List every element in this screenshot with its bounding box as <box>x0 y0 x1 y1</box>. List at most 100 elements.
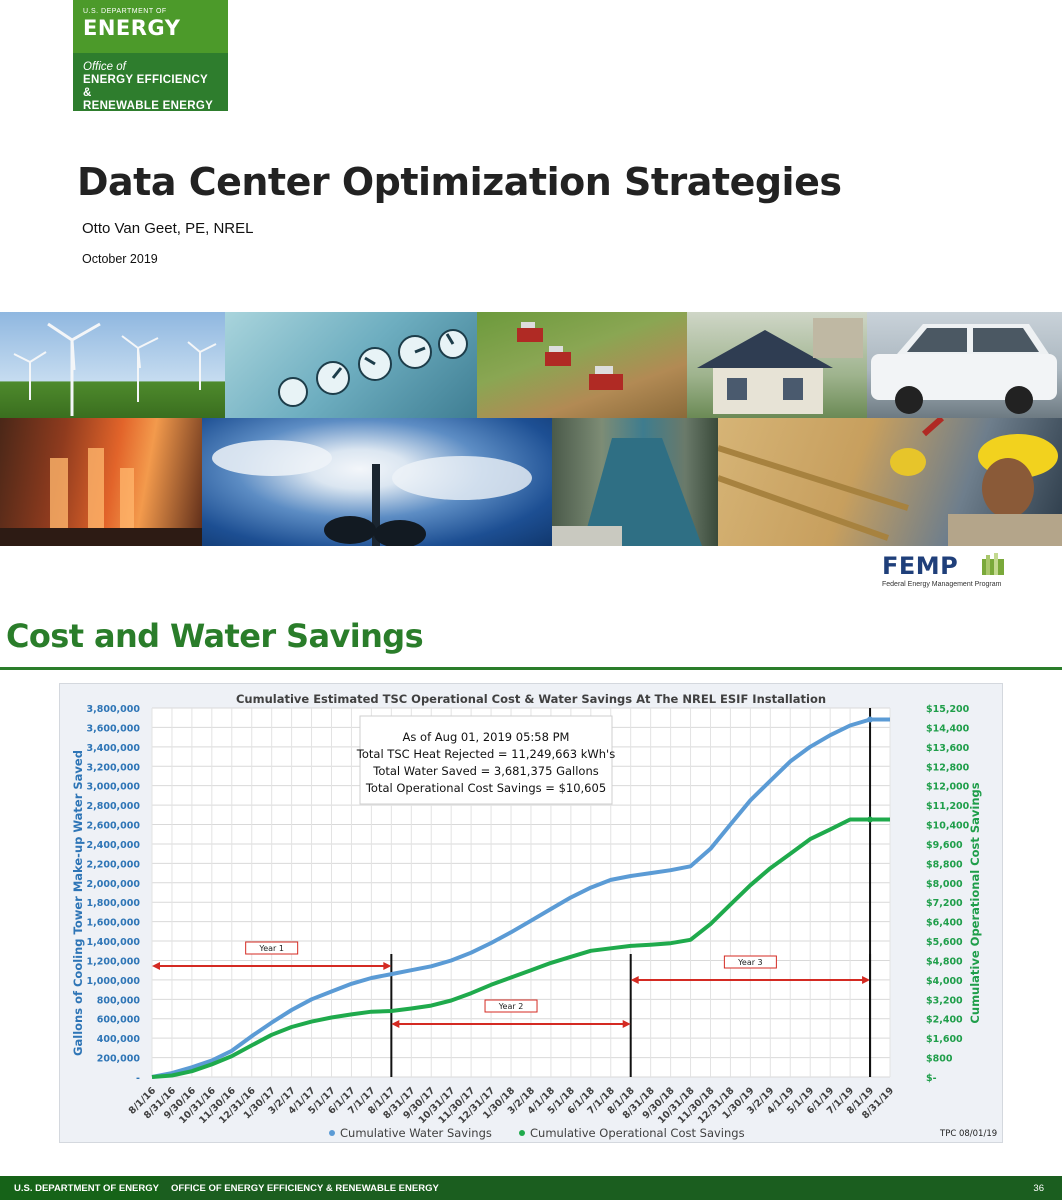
cost-savings-end-point <box>867 816 874 823</box>
river-icon <box>552 438 702 546</box>
wind-turbine-icon <box>13 322 217 416</box>
period-label-box <box>723 955 777 969</box>
left-tick-label: 2,600,000 <box>87 821 141 832</box>
right-tick-label: $800 <box>926 1054 953 1065</box>
steel-mill-photo <box>0 418 202 546</box>
hybrid-vehicle-photo <box>867 312 1062 418</box>
sky-workers-photo <box>202 418 552 546</box>
annotation-box <box>359 715 613 805</box>
right-tick-label: $5,600 <box>926 937 963 948</box>
left-tick-label: 2,800,000 <box>87 801 141 812</box>
river-dam-photo <box>552 418 718 546</box>
left-tick-label: 1,000,000 <box>87 976 141 987</box>
water-savings-end-point <box>867 716 874 723</box>
legend-water-label: Cumulative Water Savings <box>340 1126 492 1140</box>
doe-logo-top: U.S. DEPARTMENT OF ENERGY <box>73 0 228 53</box>
femp-subtitle: Federal Energy Management Program <box>882 581 1002 588</box>
chart-title: Cumulative Estimated TSC Operational Cos… <box>236 692 826 706</box>
left-tick-label: 200,000 <box>97 1054 141 1065</box>
smokestack-icon <box>212 440 532 546</box>
legend-cost-label: Cumulative Operational Cost Savings <box>530 1126 745 1140</box>
photo-collage <box>0 312 1062 546</box>
right-tick-label: $4,000 <box>926 976 963 987</box>
right-tick-label: $6,400 <box>926 918 963 929</box>
annotation-line4: Total Operational Cost Savings = $10,605 <box>365 781 606 795</box>
legend-water-marker <box>329 1130 335 1136</box>
right-tick-label: $10,400 <box>926 821 970 832</box>
kilowatt-meter-photo <box>225 312 477 418</box>
doe-dept-text: U.S. DEPARTMENT OF <box>83 8 167 15</box>
left-tick-label: 3,400,000 <box>87 743 141 754</box>
legend-cost-marker <box>519 1130 525 1136</box>
left-axis-label: Gallons of Cooling Tower Make-up Water S… <box>71 750 85 1056</box>
left-tick-label: 1,400,000 <box>87 937 141 948</box>
harvester-icon <box>517 322 623 390</box>
right-tick-label: $4,800 <box>926 956 963 967</box>
footer-doe-text: U.S. DEPARTMENT OF ENERGY <box>0 1176 160 1200</box>
doe-energy-text: ENERGY <box>83 16 181 40</box>
right-tick-label: $9,600 <box>926 840 963 851</box>
car-icon <box>871 324 1057 414</box>
annotation-line3: Total Water Saved = 3,681,375 Gallons <box>372 764 599 778</box>
femp-logo: FEMP Federal Energy Management Program <box>882 553 1032 595</box>
worker-icon <box>718 418 1062 546</box>
farm-harvest-photo <box>477 312 687 418</box>
left-tick-label: 3,800,000 <box>87 704 141 715</box>
doe-eere-logo: U.S. DEPARTMENT OF ENERGY Office of ENER… <box>73 0 228 112</box>
savings-chart: Year 1 Year 2 Year 3 - $- 200,000 $800 400,000… <box>59 683 1003 1143</box>
period-arrow-head-right <box>862 976 871 984</box>
title-divider <box>0 667 1062 670</box>
femp-wordmark: FEMP <box>882 552 959 580</box>
page-number: 36 <box>1033 1183 1044 1194</box>
chart-footnote: TPC 08/01/19 <box>939 1129 997 1139</box>
left-tick-label: 2,200,000 <box>87 859 141 870</box>
left-tick-label: - <box>136 1073 140 1084</box>
left-tick-label: 800,000 <box>97 995 141 1006</box>
period-arrow-head-right <box>622 1020 631 1028</box>
period-arrow-head-left <box>391 1020 400 1028</box>
annotation-line2: Total TSC Heat Rejected = 11,249,663 kWh… <box>356 747 615 761</box>
right-tick-label: $8,000 <box>926 879 963 890</box>
construction-worker-photo <box>718 418 1062 546</box>
left-tick-label: 400,000 <box>97 1034 141 1045</box>
left-tick-label: 1,200,000 <box>87 956 141 967</box>
right-tick-label: $14,400 <box>926 723 970 734</box>
right-tick-label: $7,200 <box>926 898 963 909</box>
left-tick-label: 1,800,000 <box>87 898 141 909</box>
right-tick-label: $1,600 <box>926 1034 963 1045</box>
left-tick-label: 3,600,000 <box>87 723 141 734</box>
footer-bar: U.S. DEPARTMENT OF ENERGY OFFICE OF ENER… <box>0 1176 1062 1200</box>
period-label-box <box>245 941 299 955</box>
footer-eere-text: OFFICE OF ENERGY EFFICIENCY & RENEWABLE … <box>171 1183 439 1194</box>
wind-turbines-photo <box>0 312 225 418</box>
left-tick-label: 600,000 <box>97 1015 141 1026</box>
right-tick-label: $11,200 <box>926 801 970 812</box>
femp-building-icon <box>982 553 1004 575</box>
cost-savings-line <box>151 817 890 1079</box>
chart-canvas: Year 1 Year 2 Year 3 - $- 200,000 $800 400,000… <box>71 692 997 1140</box>
presentation-title: Data Center Optimization Strategies <box>77 160 842 204</box>
presentation-date: October 2019 <box>82 252 158 266</box>
annotation-line1: As of Aug 01, 2019 05:58 PM <box>403 730 570 744</box>
right-axis-label: Cumulative Operational Cost Savings <box>968 782 982 1023</box>
period-label: Year 2 <box>498 1002 524 1011</box>
left-tick-label: 2,400,000 <box>87 840 141 851</box>
period-label: Year 1 <box>258 944 284 953</box>
right-tick-label: $8,800 <box>926 859 963 870</box>
slide-title: Cost and Water Savings <box>6 617 424 655</box>
period-arrow-head-right <box>383 962 392 970</box>
right-tick-label: $- <box>926 1073 937 1084</box>
right-tick-label: $15,200 <box>926 704 970 715</box>
presentation-author: Otto Van Geet, PE, NREL <box>82 220 254 237</box>
left-tick-label: 3,200,000 <box>87 762 141 773</box>
water-savings-line <box>151 717 890 1079</box>
solar-house-photo <box>687 312 867 418</box>
right-tick-label: $3,200 <box>926 995 963 1006</box>
right-tick-label: $12,000 <box>926 782 970 793</box>
left-tick-label: 2,000,000 <box>87 879 141 890</box>
period-arrow-head-left <box>630 976 639 984</box>
eere-office-text: Office of <box>83 61 126 73</box>
eere-line2: RENEWABLE ENERGY <box>83 100 214 112</box>
period-arrow-head-left <box>152 962 160 970</box>
